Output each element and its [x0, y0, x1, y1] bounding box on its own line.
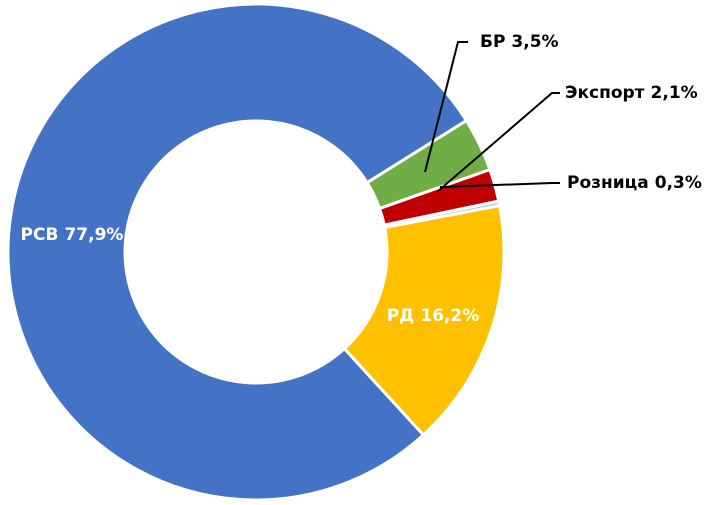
value-label: 16,2% — [420, 306, 479, 326]
category-name: Экспорт — [565, 83, 645, 103]
category-name: РД — [387, 306, 415, 326]
value-label: 77,9% — [64, 225, 123, 245]
value-label: 3,5% — [511, 32, 558, 52]
leader-line — [424, 41, 468, 173]
value-label: 2,1% — [651, 83, 698, 103]
slice — [342, 203, 506, 438]
category-name: РСВ — [21, 225, 59, 245]
slice — [6, 2, 469, 502]
category-name: Розница — [567, 173, 649, 193]
leader-line — [439, 182, 560, 188]
slices — [6, 2, 506, 502]
data-label: Розница 0,3% — [567, 173, 702, 193]
data-label: РСВ 77,9% — [21, 225, 124, 245]
data-label: РД 16,2% — [387, 306, 480, 326]
category-name: БР — [480, 32, 505, 52]
data-label: Экспорт 2,1% — [565, 83, 698, 103]
data-label: БР 3,5% — [480, 32, 559, 52]
leader-line — [436, 92, 560, 193]
value-label: 0,3% — [655, 173, 702, 193]
